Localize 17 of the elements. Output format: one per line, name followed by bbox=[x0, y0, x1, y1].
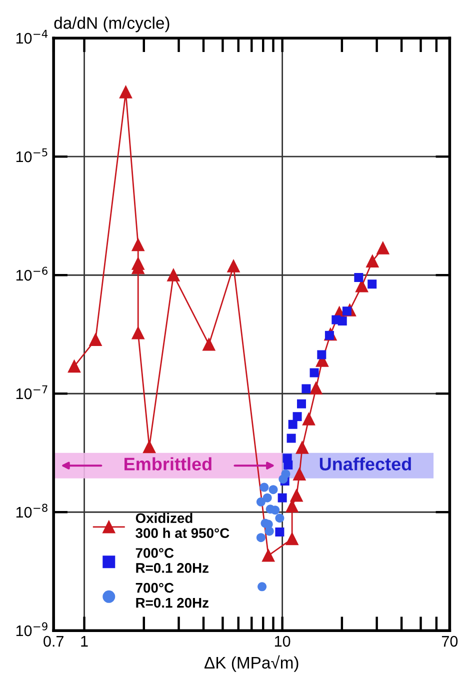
legend-label: Oxidized 300 h at 950°C bbox=[136, 512, 230, 538]
legend-label: 700°C R=0.1 20Hz bbox=[136, 548, 209, 573]
x-tick-label: 0.7 bbox=[44, 636, 64, 647]
x-tick-label: 70 bbox=[442, 636, 458, 647]
legend-label: 700°C R=0.1 20Hz bbox=[136, 582, 209, 608]
y-tick-label: 10$^{−5}$ bbox=[16, 148, 48, 162]
y-axis-title: da/dN (m/cycle) bbox=[54, 16, 170, 32]
x-axis-title: ΔK (MPa√m) bbox=[204, 655, 298, 672]
band-label: Unaffected bbox=[320, 457, 411, 470]
y-tick-label: 10$^{−4}$ bbox=[16, 30, 48, 44]
y-tick-label: 10$^{−6}$ bbox=[16, 266, 48, 281]
x-tick-label: 1 bbox=[81, 636, 88, 647]
x-tick-label: 10 bbox=[274, 636, 290, 647]
y-tick-label: 10$^{−7}$ bbox=[16, 385, 48, 400]
band-label: Embrittled bbox=[124, 457, 212, 470]
y-tick-label: 10$^{−8}$ bbox=[16, 504, 48, 518]
y-tick-label: 10$^{−9}$ bbox=[16, 622, 48, 636]
